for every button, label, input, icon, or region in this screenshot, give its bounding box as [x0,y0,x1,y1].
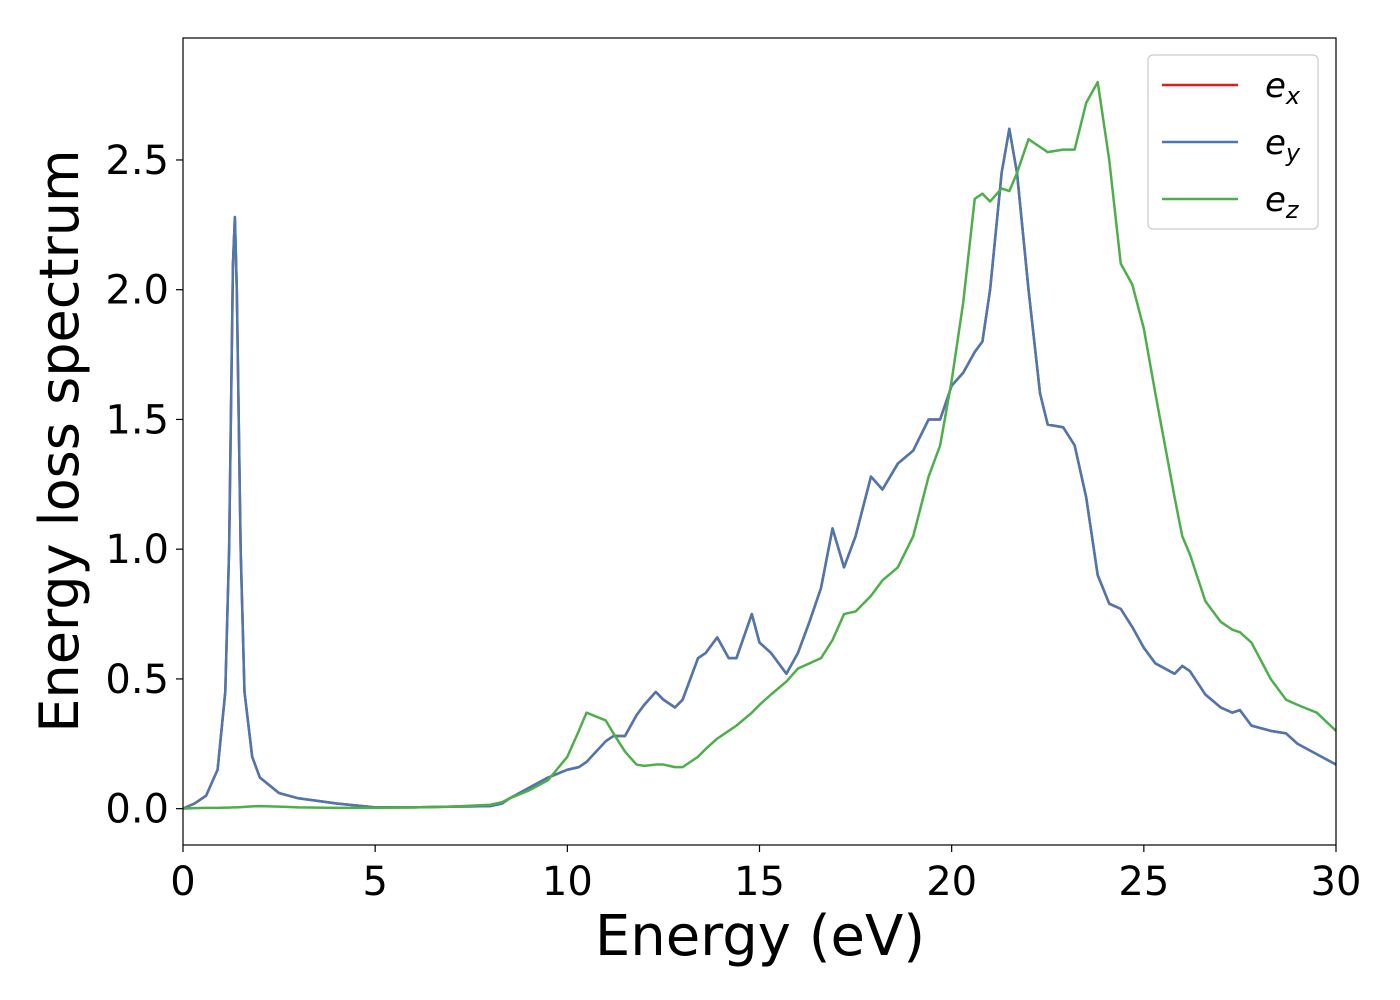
y-tick-label: 2.5 [105,138,169,184]
x-tick-label: 15 [734,859,785,905]
y-tick-label: 0.5 [105,657,169,703]
legend-label: ey [1265,123,1301,167]
plot-area [183,80,1336,810]
legend-label: ex [1265,66,1301,110]
plot-frame [182,37,1337,846]
line-series [183,80,1336,810]
legend-label: ez [1265,180,1300,224]
x-tick-label: 0 [170,859,195,905]
y-axis-label: Energy loss spectrum [28,149,91,732]
x-tick-label: 30 [1311,859,1362,905]
x-tick-label: 10 [542,859,593,905]
y-tick-label: 2.0 [105,268,169,314]
x-tick-label: 25 [1118,859,1169,905]
y-tick-label: 0.0 [105,787,169,833]
line-series [183,127,1336,810]
y-tick-label: 1.0 [105,527,169,573]
y-tick-label: 1.5 [105,397,169,443]
x-axis-label: Energy (eV) [595,904,925,969]
x-tick-label: 5 [362,859,387,905]
x-tick-label: 20 [926,859,977,905]
